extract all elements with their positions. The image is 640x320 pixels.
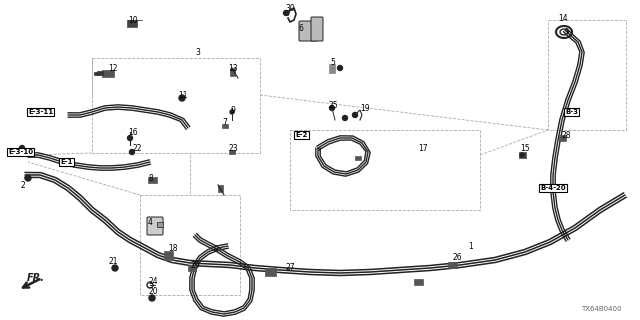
Text: 7: 7: [222, 117, 227, 126]
Text: 21: 21: [108, 258, 118, 267]
Bar: [92, 58, 260, 153]
Bar: [329, 63, 335, 73]
Circle shape: [342, 116, 348, 121]
Text: 10: 10: [128, 15, 138, 25]
Text: 9: 9: [230, 106, 235, 115]
Circle shape: [284, 11, 289, 15]
Text: 13: 13: [228, 63, 237, 73]
Bar: [94, 71, 98, 75]
Text: 6: 6: [298, 23, 303, 33]
Text: 16: 16: [128, 127, 138, 137]
Text: 22: 22: [132, 143, 141, 153]
Text: 8: 8: [148, 173, 153, 182]
Circle shape: [149, 295, 155, 301]
Bar: [290, 130, 480, 210]
Bar: [447, 262, 456, 268]
Text: 20: 20: [148, 287, 157, 297]
Circle shape: [127, 135, 132, 140]
Text: 23: 23: [228, 143, 237, 153]
Circle shape: [112, 265, 118, 271]
Text: E-1: E-1: [60, 159, 72, 165]
Circle shape: [337, 66, 342, 70]
Text: 2: 2: [20, 180, 25, 189]
Bar: [102, 69, 114, 76]
Text: B-3: B-3: [565, 109, 578, 115]
Text: 18: 18: [168, 244, 177, 252]
Bar: [218, 185, 223, 191]
Circle shape: [353, 113, 358, 117]
Circle shape: [520, 153, 524, 157]
Text: 4: 4: [148, 218, 153, 227]
Bar: [127, 20, 137, 27]
Text: E-3-10: E-3-10: [8, 149, 33, 155]
Text: 27: 27: [285, 263, 294, 273]
Bar: [559, 135, 566, 141]
Circle shape: [230, 110, 234, 114]
Text: 14: 14: [558, 13, 568, 22]
Text: 5: 5: [330, 58, 335, 67]
Bar: [518, 152, 525, 158]
Bar: [157, 221, 163, 227]
Text: B-4-20: B-4-20: [540, 185, 566, 191]
Bar: [355, 156, 361, 160]
FancyBboxPatch shape: [311, 17, 323, 41]
Text: 17: 17: [418, 143, 428, 153]
Text: 15: 15: [520, 143, 530, 153]
Circle shape: [129, 149, 134, 155]
Bar: [413, 279, 422, 285]
Bar: [230, 68, 234, 76]
Bar: [222, 124, 228, 128]
Bar: [264, 268, 275, 276]
Text: 19: 19: [360, 103, 370, 113]
Circle shape: [25, 175, 31, 181]
FancyBboxPatch shape: [147, 217, 163, 235]
Text: 1: 1: [468, 242, 473, 251]
Bar: [163, 251, 173, 260]
Bar: [140, 195, 240, 295]
FancyBboxPatch shape: [299, 21, 317, 41]
Circle shape: [330, 106, 335, 110]
Text: 29: 29: [190, 260, 200, 269]
Circle shape: [179, 95, 185, 101]
Text: 24: 24: [148, 277, 157, 286]
Text: 3: 3: [196, 47, 200, 57]
Text: 12: 12: [108, 63, 118, 73]
Bar: [97, 71, 103, 75]
Text: 25: 25: [328, 100, 338, 109]
Circle shape: [19, 146, 24, 150]
Bar: [147, 177, 157, 183]
Text: TX64B0400: TX64B0400: [582, 306, 622, 312]
Bar: [229, 150, 235, 154]
Text: 28: 28: [562, 131, 572, 140]
Text: FR.: FR.: [27, 273, 45, 283]
Text: E-2: E-2: [295, 132, 307, 138]
Text: 11: 11: [178, 91, 188, 100]
Text: E-3-11: E-3-11: [28, 109, 53, 115]
Text: 30: 30: [285, 4, 295, 12]
Bar: [188, 265, 196, 271]
Bar: [548, 20, 626, 130]
Text: 26: 26: [452, 253, 461, 262]
